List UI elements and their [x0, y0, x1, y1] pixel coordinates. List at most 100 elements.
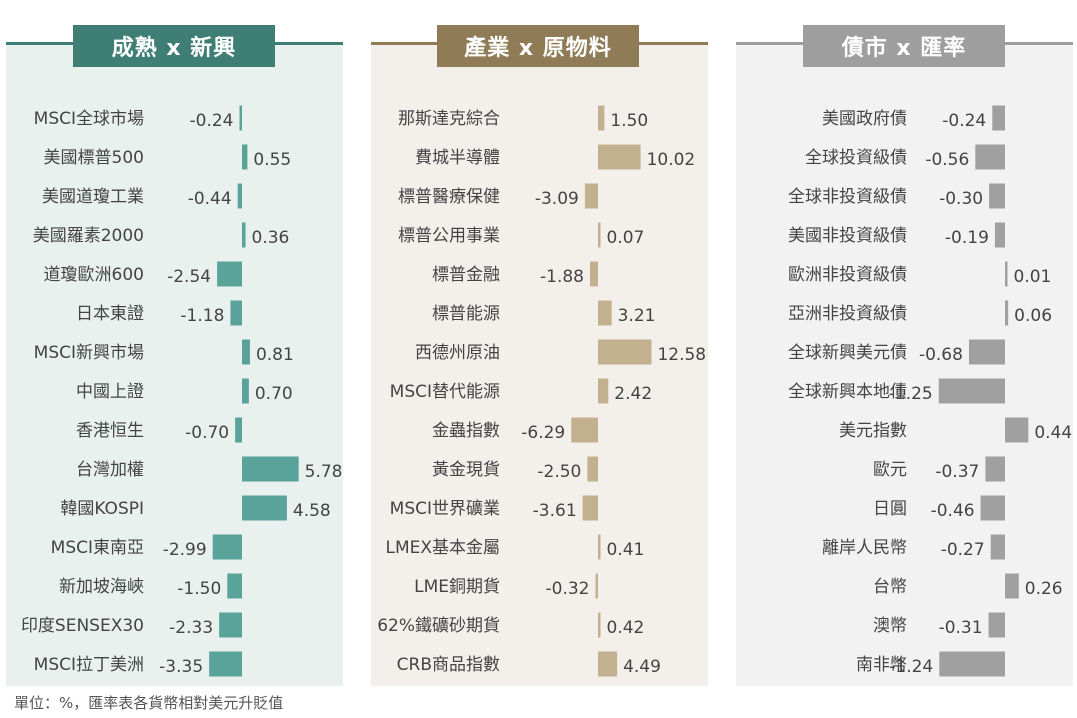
category-label: 美元指數 [839, 421, 907, 441]
value-label: 1.50 [610, 111, 648, 131]
value-label: -0.70 [185, 423, 229, 443]
category-label: MSCI世界礦業 [390, 499, 500, 519]
bar [595, 573, 598, 599]
bar [230, 300, 242, 326]
category-label: 南非幣 [856, 655, 907, 675]
footnote: 單位：%，匯率表各貨幣相對美元升貶值 [14, 694, 284, 712]
value-label: 0.26 [1025, 579, 1063, 599]
category-label: 離岸人民幣 [822, 538, 907, 558]
value-label: 4.58 [293, 501, 331, 521]
value-label: -1.24 [889, 657, 933, 677]
category-label: 金蟲指數 [432, 421, 500, 441]
category-label: MSCI替代能源 [390, 382, 500, 402]
value-label: -1.25 [889, 384, 933, 404]
category-label: 標普能源 [432, 304, 500, 324]
category-label: 全球新興本地債 [788, 382, 907, 402]
bar [219, 612, 242, 638]
category-label: 道瓊歐洲600 [44, 265, 144, 285]
bar [1005, 300, 1009, 326]
value-label: -0.30 [939, 189, 983, 209]
value-label: -0.32 [546, 579, 590, 599]
category-label: 全球投資級債 [805, 148, 907, 168]
bar [237, 183, 242, 209]
bar [227, 573, 242, 599]
value-label: 0.36 [252, 228, 290, 248]
category-label: 標普醫療保健 [398, 187, 500, 207]
bar [598, 300, 612, 326]
category-label: MSCI全球市場 [34, 109, 144, 129]
value-label: -0.24 [942, 111, 986, 131]
category-label: 那斯達克綜合 [398, 109, 500, 129]
category-label: 香港恒生 [76, 421, 144, 441]
category-label: 亞洲非投資級債 [788, 304, 907, 324]
panel-industry-commodities: 產業 x 原物料 那斯達克綜合 1.50 費城半導體 10.02 標普醫療保健 -3.09… [371, 25, 708, 686]
category-label: 澳幣 [873, 616, 907, 636]
value-label: -0.31 [939, 618, 983, 638]
bar [598, 651, 618, 677]
bar [217, 261, 242, 287]
bar [975, 144, 1005, 170]
bar [1005, 417, 1029, 443]
value-label: -1.88 [540, 267, 584, 287]
bar [598, 339, 652, 365]
category-label: 美國羅素2000 [33, 226, 144, 246]
bar [598, 144, 641, 170]
value-label: 10.02 [647, 150, 696, 170]
panel-header: 成熟 x 新興 [73, 25, 275, 67]
bar [242, 378, 249, 404]
value-label: 12.58 [657, 345, 706, 365]
bar [584, 183, 598, 209]
category-label: 台灣加權 [76, 460, 144, 480]
value-label: -0.37 [935, 462, 979, 482]
category-label: 印度SENSEX30 [21, 616, 144, 636]
category-label: 日本東證 [76, 304, 144, 324]
value-label: 5.78 [305, 462, 343, 482]
category-label: 中國上證 [76, 382, 144, 402]
value-label: 3.21 [618, 306, 656, 326]
category-label: CRB商品指數 [397, 655, 500, 675]
bar [939, 651, 1005, 677]
value-label: 0.44 [1034, 423, 1072, 443]
category-label: 費城半導體 [415, 148, 500, 168]
bar [587, 456, 598, 482]
value-label: -0.44 [188, 189, 232, 209]
bar [212, 534, 242, 560]
value-label: -0.56 [925, 150, 969, 170]
bar [582, 495, 598, 521]
value-label: -2.33 [169, 618, 213, 638]
bar-chart-mature-emerging: MSCI全球市場 -0.24 美國標普500 0.55 美國道瓊工業 -0.44 美國羅素2… [21, 105, 343, 677]
bar [938, 378, 1005, 404]
category-label: 美國道瓊工業 [42, 187, 144, 207]
bar [990, 534, 1005, 560]
bar-chart-industry-commodities: 那斯達克綜合 1.50 費城半導體 10.02 標普醫療保健 -3.09 標普公用事業 0.0… [377, 105, 706, 677]
bar [1005, 573, 1019, 599]
category-label: 韓國KOSPI [60, 499, 144, 519]
value-label: -0.68 [919, 345, 963, 365]
bar [571, 417, 598, 443]
category-label: 62%鐵礦砂期貨 [377, 616, 500, 636]
value-label: -0.24 [190, 111, 234, 131]
bar [242, 222, 246, 248]
value-label: 0.42 [607, 618, 645, 638]
panel-header: 債市 x 匯率 [803, 25, 1005, 67]
bar [598, 534, 601, 560]
category-label: LME銅期貨 [414, 577, 500, 597]
bar [1005, 261, 1008, 287]
value-label: 0.55 [253, 150, 291, 170]
category-label: 黃金現貨 [432, 460, 500, 480]
category-label: 美國非投資級債 [788, 226, 907, 246]
bar [239, 105, 242, 131]
category-label: 新加坡海峽 [59, 577, 144, 597]
bar [598, 612, 601, 638]
value-label: 0.81 [256, 345, 294, 365]
bar [235, 417, 242, 443]
category-label: 歐洲非投資級債 [788, 265, 907, 285]
value-label: 0.07 [607, 228, 645, 248]
bar [598, 105, 605, 131]
value-label: -3.35 [159, 657, 203, 677]
category-label: 日圓 [873, 499, 907, 519]
bar [242, 495, 287, 521]
value-label: -2.54 [167, 267, 211, 287]
category-label: MSCI東南亞 [51, 538, 144, 558]
panel-bonds-fx: 債市 x 匯率 美國政府債 -0.24 全球投資級債 -0.56 全球非投資級債 -0.3… [736, 25, 1073, 686]
